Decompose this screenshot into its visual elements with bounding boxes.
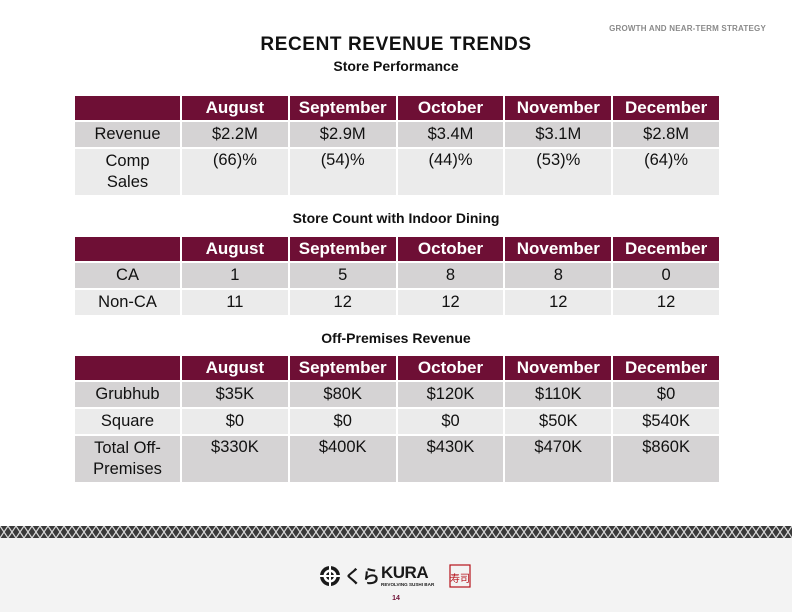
row-label: Comp Sales [73, 147, 182, 197]
table-cell: $0 [287, 407, 398, 436]
table-cell: 12 [611, 288, 721, 317]
off-premises-table: August September October November Decemb… [73, 354, 721, 484]
table-cell: $2.8M [611, 120, 721, 149]
table-cell: $540K [611, 407, 721, 436]
table-cell: 1 [180, 261, 290, 290]
table-cell: 12 [503, 288, 614, 317]
section-title-indoor-dining: Store Count with Indoor Dining [292, 210, 500, 226]
svg-text:くら: くら [344, 567, 380, 588]
header-corner [73, 94, 182, 122]
table-cell: $330K [180, 434, 290, 484]
row-label: Grubhub [73, 380, 182, 409]
table-row: Non-CA 11 12 12 12 12 [73, 288, 721, 317]
column-header: September [287, 94, 398, 122]
column-header: October [395, 354, 506, 382]
table-cell: 12 [287, 288, 398, 317]
column-header: September [287, 354, 398, 382]
table-cell: $0 [611, 380, 721, 409]
column-header: October [395, 235, 506, 263]
indoor-dining-table: August September October November Decemb… [73, 235, 721, 317]
row-label: Revenue [73, 120, 182, 149]
svg-text:寿司: 寿司 [450, 572, 470, 585]
table-cell: $35K [180, 380, 290, 409]
table-cell: $3.4M [395, 120, 506, 149]
table-cell: $120K [395, 380, 506, 409]
table-row: Total Off-Premises $330K $400K $430K $47… [73, 434, 721, 484]
table-cell: 12 [395, 288, 506, 317]
store-performance-table: August September October November Decemb… [73, 94, 721, 197]
table-cell: $860K [611, 434, 721, 484]
table-cell: 11 [180, 288, 290, 317]
table-cell: $470K [503, 434, 614, 484]
table-cell: $400K [287, 434, 398, 484]
table-cell: 5 [287, 261, 398, 290]
table-cell: (66)% [180, 147, 290, 197]
table-header-row: August September October November Decemb… [73, 235, 721, 263]
table-cell: $2.9M [287, 120, 398, 149]
header-tag: GROWTH AND NEAR-TERM STRATEGY [609, 24, 766, 33]
table-row: CA 1 5 8 8 0 [73, 261, 721, 290]
section-title-off-premises: Off-Premises Revenue [321, 330, 471, 346]
row-label: CA [73, 261, 182, 290]
table-cell: (44)% [395, 147, 506, 197]
table-cell: (54)% [287, 147, 398, 197]
table-cell: $0 [180, 407, 290, 436]
table-cell: $430K [395, 434, 506, 484]
table-cell: $0 [395, 407, 506, 436]
section-title-store-performance: Store Performance [333, 58, 459, 74]
column-header: August [180, 354, 290, 382]
pattern-divider [0, 526, 792, 538]
table-cell: 8 [395, 261, 506, 290]
kura-logo: くら KURA REVOLVING SUSHI BAR 寿司 [320, 563, 471, 588]
table-cell: $2.2M [180, 120, 290, 149]
column-header: August [180, 235, 290, 263]
column-header: August [180, 94, 290, 122]
table-cell: (64)% [611, 147, 721, 197]
table-header-row: August September October November Decemb… [73, 354, 721, 382]
page-title: RECENT REVENUE TRENDS [260, 34, 532, 55]
table-row: Grubhub $35K $80K $120K $110K $0 [73, 380, 721, 409]
column-header: November [503, 235, 614, 263]
page-number: 14 [392, 595, 400, 602]
table-row: Comp Sales (66)% (54)% (44)% (53)% (64)% [73, 147, 721, 197]
column-header: December [611, 94, 721, 122]
table-row: Square $0 $0 $0 $50K $540K [73, 407, 721, 436]
column-header: October [395, 94, 506, 122]
kura-emblem-icon [320, 566, 340, 586]
table-header-row: August September October November Decemb… [73, 94, 721, 122]
row-label: Non-CA [73, 288, 182, 317]
svg-text:KURA: KURA [381, 563, 428, 582]
table-cell: $80K [287, 380, 398, 409]
table-cell: 8 [503, 261, 614, 290]
column-header: November [503, 354, 614, 382]
header-corner [73, 354, 182, 382]
column-header: September [287, 235, 398, 263]
footer-band [0, 538, 792, 612]
column-header: December [611, 235, 721, 263]
table-cell: $110K [503, 380, 614, 409]
table-cell: 0 [611, 261, 721, 290]
row-label: Total Off-Premises [73, 434, 182, 484]
table-row: Revenue $2.2M $2.9M $3.4M $3.1M $2.8M [73, 120, 721, 149]
column-header: November [503, 94, 614, 122]
header-corner [73, 235, 182, 263]
column-header: December [611, 354, 721, 382]
row-label: Square [73, 407, 182, 436]
table-cell: $50K [503, 407, 614, 436]
table-cell: $3.1M [503, 120, 614, 149]
svg-text:REVOLVING SUSHI BAR: REVOLVING SUSHI BAR [381, 582, 435, 587]
table-cell: (53)% [503, 147, 614, 197]
